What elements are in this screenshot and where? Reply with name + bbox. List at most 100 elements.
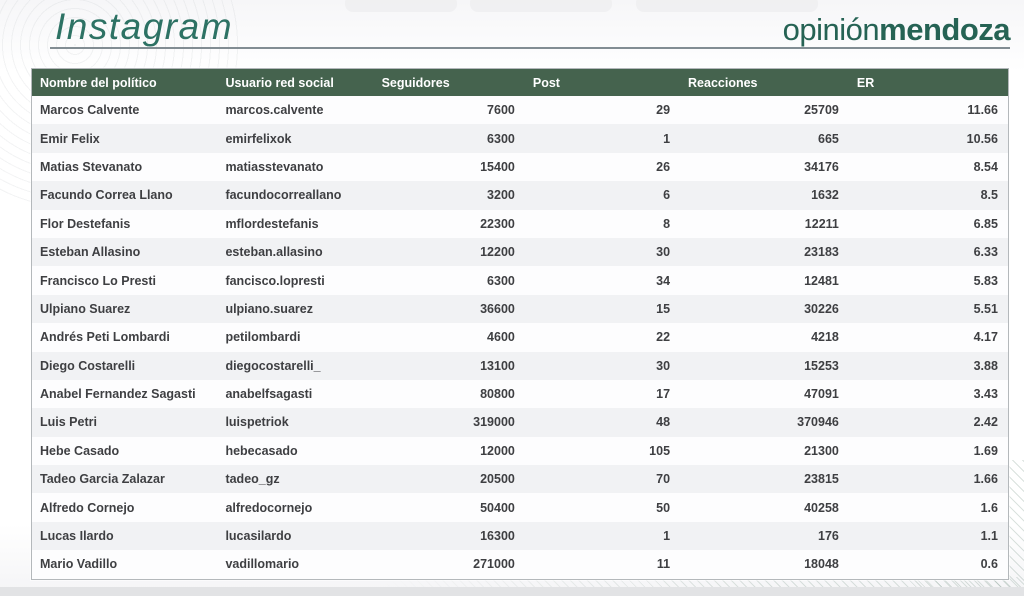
cell-reacciones: 40258: [804, 500, 839, 515]
cell-nombre: Facundo Correa Llano: [40, 188, 173, 203]
cell-er: 10.56: [966, 131, 998, 146]
cell-er: 5.51: [973, 301, 998, 316]
cell-seguidores: 271000: [473, 557, 515, 572]
brand-logo-bold: mendoza: [879, 12, 1010, 47]
page-header: Instagram opiniónmendoza: [50, 4, 1010, 56]
table-row: Andrés Peti Lombardi petilombardi 4600 22 42…: [32, 323, 1008, 352]
cell-er: 3.43: [973, 387, 998, 402]
cell-reacciones: 34176: [804, 159, 839, 174]
cell-reacciones: 176: [818, 529, 839, 544]
cell-post: 8: [663, 216, 671, 231]
cell-usuario: esteban.allasino: [225, 245, 323, 260]
cell-seguidores: 319000: [473, 415, 515, 430]
cell-usuario: facundocorreallano: [225, 188, 342, 203]
cell-usuario: lucasilardo: [225, 529, 292, 544]
cell-seguidores: 13100: [480, 358, 515, 373]
cell-er: 2.42: [973, 415, 998, 430]
table-row: Hebe Casado hebecasado 12000 105 21300 1.69: [32, 436, 1008, 466]
cell-reacciones: 370946: [797, 415, 839, 430]
cell-seguidores: 16300: [480, 529, 515, 544]
cell-nombre: Emir Felix: [40, 131, 100, 146]
cell-usuario: vadillomario: [225, 557, 300, 572]
column-header-seguidores: Seguidores: [381, 75, 450, 90]
table-row: Marcos Calvente marcos.calvente 7600 29 2570…: [32, 96, 1008, 125]
cell-post: 1: [663, 529, 671, 544]
table-row: Emir Felix emirfelixok 6300 1 665 10.56: [32, 124, 1008, 153]
brand-logo-normal: opinión: [782, 12, 880, 47]
table-row: Anabel Fernandez Sagasti anabelfsagasti 80…: [32, 379, 1008, 409]
cell-seguidores: 50400: [480, 500, 515, 515]
cell-nombre: Matias Stevanato: [40, 159, 143, 174]
politicians-table: Nombre del político Usuario red social Seg…: [31, 68, 1009, 580]
cell-usuario: hebecasado: [225, 443, 298, 458]
table-row: Matias Stevanato matiasstevanato 15400 26 34…: [32, 152, 1008, 182]
top-toolbar-ghost: [636, 0, 818, 12]
table-row: Tadeo Garcia Zalazar tadeo_gz 20500 70 23815…: [32, 465, 1008, 494]
cell-usuario: tadeo_gz: [225, 472, 280, 487]
cell-nombre: Luis Petri: [40, 415, 97, 430]
cell-post: 70: [656, 472, 671, 487]
cell-er: 1.69: [973, 443, 998, 458]
cell-er: 5.83: [973, 273, 998, 288]
cell-nombre: Anabel Fernandez Sagasti: [40, 387, 196, 402]
cell-post: 50: [656, 500, 671, 515]
cell-post: 11: [656, 557, 671, 572]
cell-seguidores: 15400: [480, 159, 515, 174]
cell-er: 1.66: [973, 472, 998, 487]
top-toolbar-ghost: [470, 0, 612, 12]
cell-nombre: Marcos Calvente: [40, 103, 140, 118]
cell-nombre: Francisco Lo Presti: [40, 273, 157, 288]
cell-seguidores: 6300: [487, 131, 515, 146]
cell-post: 30: [656, 358, 671, 373]
cell-reacciones: 1632: [811, 188, 839, 203]
cell-reacciones: 23815: [804, 472, 839, 487]
column-header-reacciones: Reacciones: [688, 75, 758, 90]
cell-usuario: diegocostarelli_: [225, 358, 321, 373]
table-row: Esteban Allasino esteban.allasino 12200 30 2…: [32, 237, 1008, 267]
cell-post: 17: [656, 387, 671, 402]
table-row: Facundo Correa Llano facundocorreallano 32…: [32, 181, 1008, 210]
cell-reacciones: 30226: [804, 301, 839, 316]
cell-seguidores: 12000: [480, 443, 515, 458]
table-row: Luis Petri luispetriok 319000 48 370946 2.42: [32, 408, 1008, 437]
cell-nombre: Lucas Ilardo: [40, 529, 114, 544]
cell-er: 1.1: [980, 529, 998, 544]
cell-usuario: matiasstevanato: [225, 159, 324, 174]
cell-post: 1: [663, 131, 671, 146]
table-row: Mario Vadillo vadillomario 271000 11 18048 0.…: [32, 550, 1008, 579]
cell-nombre: Flor Destefanis: [40, 216, 131, 231]
cell-nombre: Diego Costarelli: [40, 358, 136, 373]
table-row: Flor Destefanis mflordestefanis 22300 8 1221…: [32, 209, 1008, 238]
cell-er: 1.6: [980, 500, 998, 515]
cell-er: 8.54: [973, 159, 998, 174]
table-row: Ulpiano Suarez ulpiano.suarez 36600 15 30226…: [32, 294, 1008, 324]
column-header-usuario: Usuario red social: [225, 75, 334, 90]
cell-nombre: Ulpiano Suarez: [40, 301, 131, 316]
cell-usuario: anabelfsagasti: [225, 387, 313, 402]
cell-post: 48: [656, 415, 671, 430]
cell-reacciones: 25709: [804, 103, 839, 118]
cell-usuario: alfredocornejo: [225, 500, 313, 515]
cell-usuario: ulpiano.suarez: [225, 301, 313, 316]
cell-er: 0.6: [980, 557, 998, 572]
cell-post: 26: [656, 159, 671, 174]
cell-er: 3.88: [973, 358, 998, 373]
page-title: Instagram: [55, 6, 234, 47]
bottom-gray-bar: [0, 587, 1024, 596]
cell-seguidores: 22300: [480, 216, 515, 231]
cell-nombre: Tadeo Garcia Zalazar: [40, 472, 165, 487]
cell-usuario: luispetriok: [225, 415, 289, 430]
cell-reacciones: 4218: [811, 330, 839, 345]
cell-nombre: Andrés Peti Lombardi: [40, 330, 170, 345]
cell-er: 6.85: [973, 216, 998, 231]
cell-nombre: Alfredo Cornejo: [40, 500, 135, 515]
cell-seguidores: 6300: [487, 273, 515, 288]
cell-reacciones: 21300: [804, 443, 839, 458]
cell-seguidores: 20500: [480, 472, 515, 487]
cell-reacciones: 12211: [804, 216, 839, 231]
brand-logo: opiniónmendoza: [782, 12, 1011, 48]
cell-seguidores: 4600: [487, 330, 515, 345]
cell-nombre: Mario Vadillo: [40, 557, 118, 572]
column-header-er: ER: [856, 75, 875, 90]
cell-reacciones: 15253: [804, 358, 839, 373]
